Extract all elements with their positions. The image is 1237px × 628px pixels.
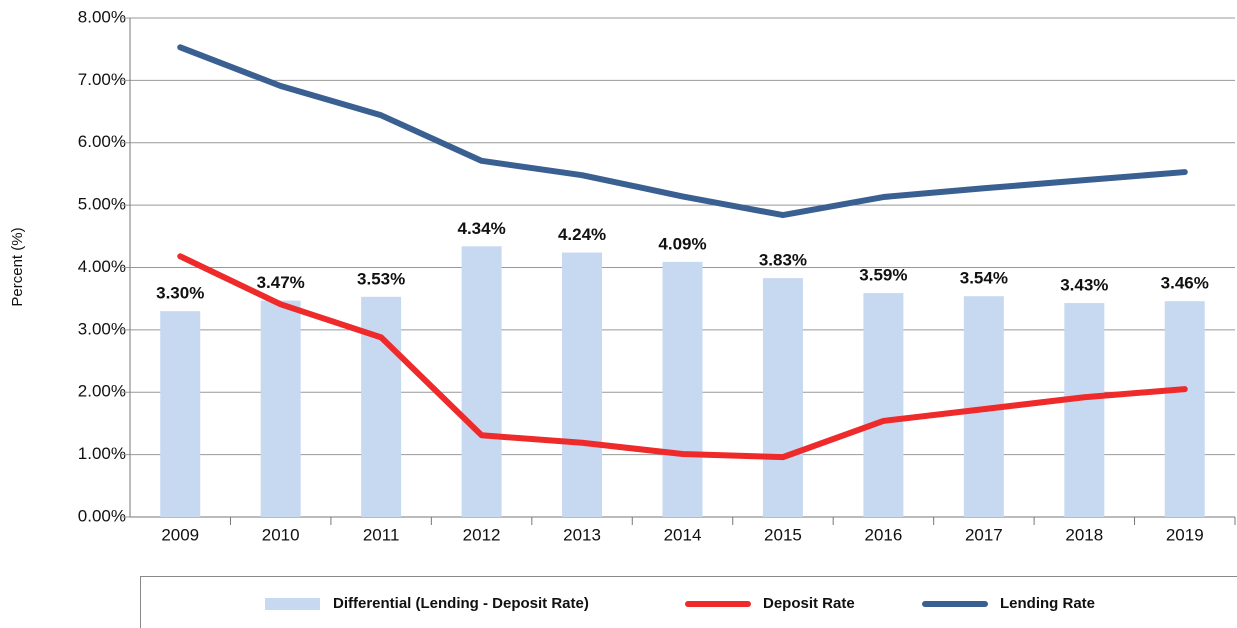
bar	[160, 311, 201, 517]
bar	[662, 261, 703, 517]
x-tick-label: 2009	[161, 525, 199, 544]
bar	[863, 293, 904, 517]
y-tick-label: 4.00%	[78, 257, 126, 276]
data-label: 3.59%	[859, 266, 907, 285]
legend-box	[140, 576, 1237, 628]
y-tick-label: 6.00%	[78, 132, 126, 151]
x-tick-label: 2013	[563, 525, 601, 544]
x-tick-label: 2014	[664, 525, 702, 544]
legend-label: Lending Rate	[1000, 595, 1095, 612]
y-tick-label: 8.00%	[78, 7, 126, 26]
x-tick-label: 2018	[1065, 525, 1103, 544]
legend-label: Deposit Rate	[763, 595, 855, 612]
data-label: 3.43%	[1060, 276, 1108, 295]
bar	[461, 246, 502, 518]
data-label: 4.09%	[658, 234, 706, 253]
x-tick-label: 2016	[864, 525, 902, 544]
y-axis-label: Percent (%)	[9, 227, 26, 306]
legend-swatch	[265, 598, 320, 610]
data-label: 3.46%	[1161, 274, 1209, 293]
bar	[562, 252, 603, 517]
bar	[1064, 303, 1105, 517]
x-tick-label: 2012	[463, 525, 501, 544]
y-tick-label: 3.00%	[78, 319, 126, 338]
line	[177, 44, 1188, 219]
y-tick-label: 5.00%	[78, 195, 126, 214]
data-label: 3.54%	[960, 269, 1008, 288]
data-label: 3.53%	[357, 269, 405, 288]
data-label: 3.30%	[156, 284, 204, 303]
data-label: 4.24%	[558, 225, 606, 244]
bar	[260, 300, 301, 517]
y-tick-label: 7.00%	[78, 70, 126, 89]
line	[177, 253, 1188, 461]
bar	[1164, 301, 1205, 517]
data-label: 4.34%	[457, 219, 505, 238]
x-tick-label: 2011	[363, 525, 400, 544]
y-tick-label: 0.00%	[78, 506, 126, 525]
y-tick-label: 1.00%	[78, 444, 126, 463]
x-tick-label: 2017	[965, 525, 1003, 544]
x-tick-label: 2015	[764, 525, 802, 544]
x-tick-label: 2019	[1166, 525, 1204, 544]
data-label: 3.83%	[759, 251, 807, 270]
data-label: 3.47%	[257, 273, 305, 292]
x-tick-label: 2010	[262, 525, 300, 544]
bar	[762, 278, 803, 517]
legend-label: Differential (Lending - Deposit Rate)	[333, 595, 589, 612]
y-tick-label: 2.00%	[78, 382, 126, 401]
